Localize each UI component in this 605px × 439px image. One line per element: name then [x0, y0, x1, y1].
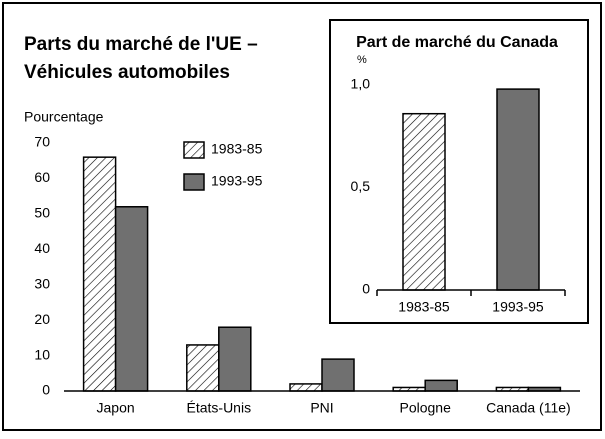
x-tick-label: PNI	[310, 400, 333, 416]
y-tick-label: 0	[42, 382, 50, 398]
legend-swatch	[183, 141, 205, 159]
bar	[186, 344, 220, 392]
inset-frame	[329, 19, 589, 324]
bar	[424, 379, 458, 392]
inset-title: Part de marché du Canada	[356, 34, 558, 51]
chart-title: Véhicules automobiles	[24, 62, 230, 83]
y-tick-label: 0,5	[351, 178, 371, 194]
y-tick-label: 40	[34, 240, 50, 256]
y-tick-label: 60	[34, 169, 50, 185]
inset-y-label: %	[357, 54, 367, 66]
y-tick-label: 70	[34, 134, 50, 150]
bar	[289, 383, 323, 392]
x-tick-label: 1983-85	[398, 299, 450, 315]
chart-title: Parts du marché de l'UE –	[24, 34, 258, 55]
y-tick-label: 0	[362, 281, 370, 297]
bar	[496, 88, 540, 291]
x-tick-label: Japon	[97, 400, 135, 416]
y-tick-label: 1,0	[351, 76, 371, 92]
x-tick-label: Pologne	[400, 400, 452, 416]
bar	[321, 358, 355, 392]
legend-label: 1983-85	[211, 141, 263, 157]
y-tick-label: 50	[34, 205, 50, 221]
x-tick-label: États-Unis	[187, 400, 252, 416]
bar	[218, 326, 252, 392]
legend-label: 1993-95	[211, 173, 263, 189]
y-axis-label: Pourcentage	[24, 109, 104, 125]
bar	[402, 112, 446, 291]
legend-swatch	[183, 173, 205, 191]
y-tick-label: 30	[34, 275, 50, 291]
y-tick-label: 20	[34, 311, 50, 327]
bar	[114, 206, 149, 392]
x-tick-label: Canada (11e)	[486, 400, 571, 416]
x-tick-label: 1993-95	[492, 299, 544, 315]
y-tick-label: 10	[34, 346, 50, 362]
bar	[82, 156, 117, 392]
